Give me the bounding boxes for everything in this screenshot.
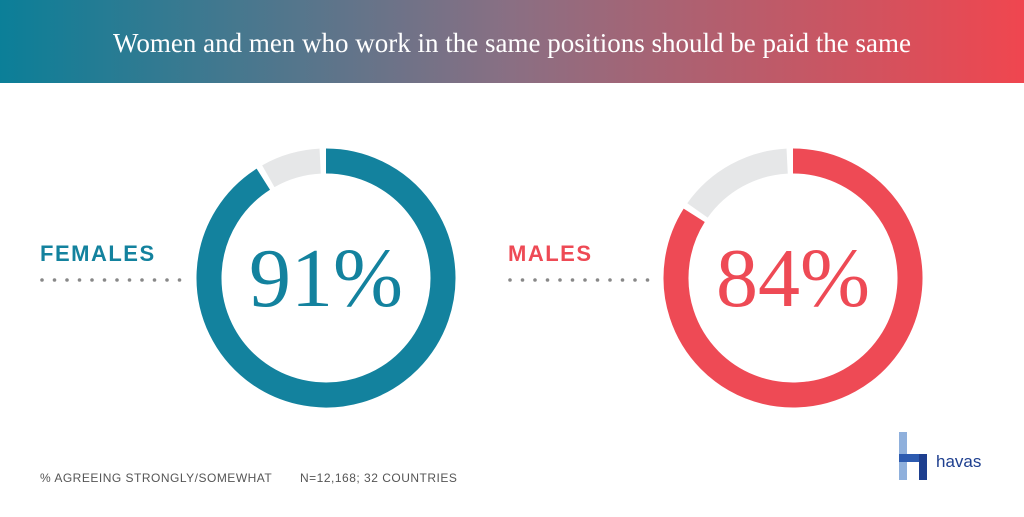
logo-bar — [899, 454, 927, 462]
leader-dot — [165, 278, 169, 282]
donut-track — [687, 148, 789, 218]
leader-dot — [558, 278, 562, 282]
leader-dot — [620, 278, 625, 282]
leader-dot — [127, 278, 132, 282]
leader-dot — [177, 278, 182, 282]
leader-dot — [40, 278, 44, 282]
leader-dot — [633, 278, 637, 282]
leader-dot — [520, 278, 525, 282]
leader-dot — [533, 278, 537, 282]
logo: havas — [899, 432, 981, 480]
leader-dot — [645, 278, 650, 282]
leader-dot — [102, 278, 107, 282]
leader-dot — [570, 278, 575, 282]
leader-dot — [595, 278, 600, 282]
value-label: 91% — [249, 232, 403, 325]
leader-dot — [90, 278, 94, 282]
logo-text: havas — [936, 452, 981, 471]
leader-dot — [508, 278, 512, 282]
leader-dot — [583, 278, 587, 282]
leader-dot — [77, 278, 82, 282]
category-label: MALES — [508, 241, 593, 266]
leader-dot — [52, 278, 57, 282]
donut-segment — [663, 148, 923, 408]
sample-note: N=12,168; 32 COUNTRIES — [300, 471, 457, 485]
title: Women and men who work in the same posit… — [113, 28, 911, 58]
leader-dot — [115, 278, 119, 282]
donut-segment — [196, 148, 456, 408]
header-band — [0, 0, 1024, 83]
logo-bar — [919, 454, 927, 480]
leader-dot — [65, 278, 69, 282]
donut-track — [262, 148, 322, 188]
leader-dot — [140, 278, 144, 282]
footnote: % AGREEING STRONGLY/SOMEWHAT — [40, 471, 272, 485]
value-label: 84% — [716, 232, 870, 325]
leader-dot — [152, 278, 157, 282]
category-label: FEMALES — [40, 241, 156, 266]
leader-dot — [608, 278, 612, 282]
leader-dot — [545, 278, 550, 282]
